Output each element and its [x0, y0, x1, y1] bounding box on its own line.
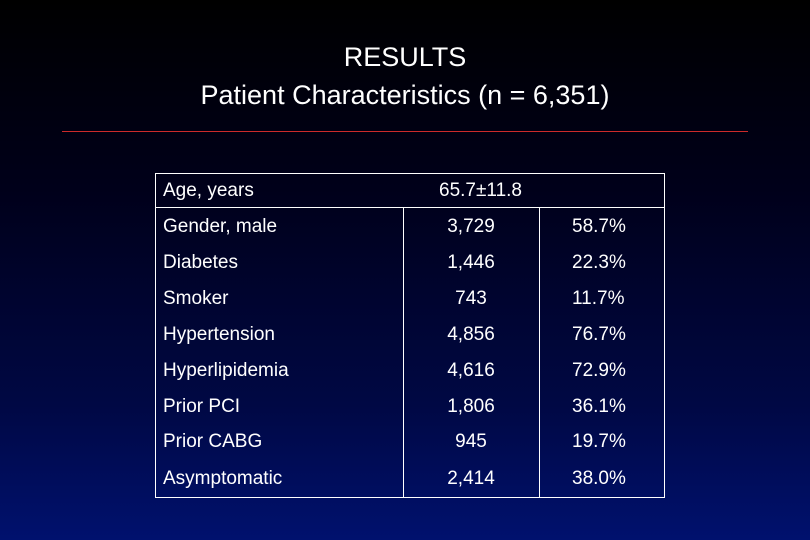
row-count-smoker: 743: [455, 288, 487, 309]
row-count-hyperlipidemia: 4,616: [447, 360, 495, 381]
slide-title: RESULTS: [343, 42, 467, 72]
row-percent-gender: 58.7%: [572, 216, 626, 237]
row-label-prior-pci: Prior PCI: [163, 396, 241, 417]
table-border-top: [155, 173, 665, 174]
slide-subtitle: Patient Characteristics (n = 6,351): [200, 80, 610, 110]
row-label-diabetes: Diabetes: [163, 252, 238, 273]
column-divider-1: [403, 207, 404, 498]
column-divider-2: [539, 207, 540, 498]
row-percent-prior-pci: 36.1%: [572, 396, 626, 417]
table-border-left: [155, 173, 156, 498]
title-divider: [62, 131, 748, 132]
row-divider-age: [155, 207, 665, 208]
row-percent-smoker: 11.7%: [572, 288, 625, 309]
row-label-gender: Gender, male: [163, 216, 278, 237]
row-percent-hypertension: 76.7%: [572, 324, 626, 345]
row-count-asymptomatic: 2,414: [447, 468, 495, 489]
row-count-diabetes: 1,446: [447, 252, 495, 273]
row-label-smoker: Smoker: [163, 288, 229, 309]
row-count-hypertension: 4,856: [447, 324, 495, 345]
row-count-prior-pci: 1,806: [447, 396, 495, 417]
row-label-asymptomatic: Asymptomatic: [163, 468, 283, 489]
row-percent-asymptomatic: 38.0%: [572, 468, 626, 489]
row-count-gender: 3,729: [447, 216, 495, 237]
row-value-age: 65.7±11.8: [439, 180, 522, 201]
row-label-hypertension: Hypertension: [163, 324, 275, 345]
row-count-prior-cabg: 945: [455, 431, 487, 452]
row-label-hyperlipidemia: Hyperlipidemia: [163, 360, 289, 381]
row-percent-hyperlipidemia: 72.9%: [572, 360, 626, 381]
table-border-bottom: [155, 497, 665, 498]
patient-characteristics-table: Age, years 65.7±11.8 Gender, male 3,729 …: [155, 173, 665, 498]
row-label-prior-cabg: Prior CABG: [163, 431, 263, 452]
table-border-right: [664, 173, 665, 498]
row-label-age: Age, years: [163, 180, 254, 201]
row-percent-prior-cabg: 19.7%: [572, 431, 626, 452]
row-percent-diabetes: 22.3%: [572, 252, 626, 273]
